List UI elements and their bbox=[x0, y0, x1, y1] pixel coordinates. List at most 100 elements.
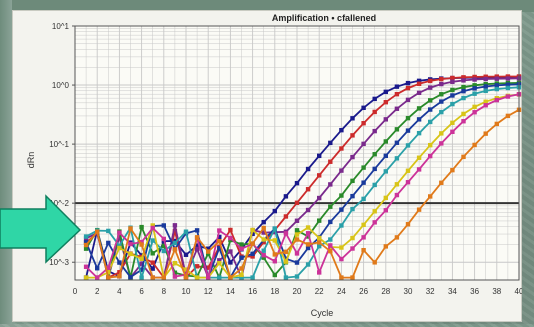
data-point bbox=[383, 99, 388, 105]
data-point bbox=[405, 168, 411, 173]
data-point bbox=[250, 251, 255, 257]
data-point bbox=[416, 167, 422, 172]
data-point bbox=[372, 260, 377, 265]
data-point bbox=[361, 222, 366, 228]
data-point bbox=[317, 270, 322, 275]
data-point bbox=[439, 131, 444, 136]
data-point bbox=[128, 251, 133, 257]
data-point bbox=[172, 247, 178, 252]
data-point bbox=[350, 235, 355, 241]
data-point bbox=[494, 121, 499, 127]
x-tick-label: 2 bbox=[95, 287, 100, 296]
data-point bbox=[328, 204, 333, 209]
data-point bbox=[394, 235, 400, 240]
x-tick-label: 18 bbox=[270, 287, 279, 296]
data-point bbox=[472, 77, 477, 82]
data-point bbox=[261, 253, 266, 258]
data-point bbox=[372, 109, 377, 115]
data-point bbox=[117, 245, 122, 251]
data-point bbox=[394, 156, 400, 161]
data-point bbox=[261, 255, 266, 260]
data-point bbox=[394, 140, 400, 145]
data-point bbox=[483, 103, 488, 108]
data-point bbox=[428, 107, 433, 112]
series-line bbox=[86, 93, 520, 279]
data-point bbox=[272, 208, 277, 214]
data-point bbox=[161, 236, 166, 242]
data-point bbox=[328, 159, 333, 164]
data-point bbox=[450, 93, 455, 98]
data-point bbox=[361, 196, 366, 202]
data-point bbox=[294, 251, 300, 256]
data-point bbox=[194, 275, 200, 280]
data-point bbox=[383, 117, 388, 122]
data-point bbox=[117, 270, 122, 275]
data-point bbox=[405, 80, 411, 86]
data-point bbox=[405, 180, 411, 185]
data-point bbox=[172, 270, 178, 275]
data-point bbox=[272, 226, 277, 231]
data-point bbox=[339, 256, 344, 262]
data-point bbox=[372, 96, 377, 102]
data-point bbox=[95, 275, 100, 280]
data-point bbox=[172, 260, 178, 266]
data-point bbox=[372, 166, 377, 172]
data-point bbox=[228, 275, 233, 280]
data-point bbox=[106, 228, 111, 234]
data-point bbox=[106, 240, 111, 246]
data-point bbox=[461, 88, 466, 94]
data-point bbox=[294, 200, 300, 206]
data-point bbox=[394, 84, 400, 89]
data-point bbox=[361, 105, 366, 111]
data-point bbox=[361, 247, 366, 253]
series-line bbox=[85, 86, 520, 279]
x-tick-label: 40 bbox=[515, 287, 522, 296]
data-point bbox=[439, 109, 444, 115]
data-point bbox=[283, 194, 289, 199]
data-point bbox=[394, 127, 400, 132]
data-point bbox=[161, 248, 166, 254]
data-point bbox=[383, 195, 388, 201]
data-point bbox=[339, 223, 344, 228]
x-tick-label: 24 bbox=[337, 287, 346, 296]
x-axis-label: Cycle bbox=[311, 308, 334, 318]
data-point bbox=[483, 76, 488, 82]
x-tick-label: 6 bbox=[139, 287, 144, 296]
data-point bbox=[272, 259, 277, 264]
data-point bbox=[350, 133, 355, 138]
data-point bbox=[294, 228, 300, 233]
data-point bbox=[194, 235, 200, 240]
data-point bbox=[283, 256, 289, 261]
data-point bbox=[428, 85, 433, 90]
x-tick-label: 8 bbox=[162, 287, 167, 296]
x-tick-label: 30 bbox=[404, 287, 413, 296]
data-point bbox=[272, 252, 277, 257]
data-point bbox=[450, 167, 455, 173]
data-point bbox=[372, 128, 377, 134]
data-point bbox=[461, 78, 466, 83]
data-point bbox=[372, 209, 377, 214]
data-point bbox=[483, 99, 488, 104]
data-point bbox=[494, 83, 499, 88]
y-tick-label: 10^-1 bbox=[49, 140, 69, 149]
data-point bbox=[350, 178, 355, 184]
chart-figure: Amplification • cfallened dRn Cycle 10^1… bbox=[12, 10, 524, 322]
data-point bbox=[450, 101, 455, 107]
data-point bbox=[350, 246, 355, 251]
data-point bbox=[128, 274, 133, 280]
y-tick-label: 10^1 bbox=[52, 22, 70, 31]
data-point bbox=[461, 75, 466, 80]
y-tick-label: 10^-3 bbox=[49, 258, 69, 267]
data-point bbox=[383, 244, 388, 249]
data-point bbox=[361, 121, 366, 126]
data-point bbox=[428, 194, 433, 199]
x-tick-label: 36 bbox=[470, 287, 479, 296]
data-point bbox=[428, 142, 433, 148]
data-point bbox=[250, 227, 255, 233]
series-line bbox=[85, 83, 520, 279]
data-point bbox=[461, 154, 466, 160]
data-point bbox=[83, 242, 89, 248]
data-point bbox=[416, 78, 422, 84]
x-tick-label: 10 bbox=[182, 287, 191, 296]
data-point bbox=[317, 235, 322, 241]
